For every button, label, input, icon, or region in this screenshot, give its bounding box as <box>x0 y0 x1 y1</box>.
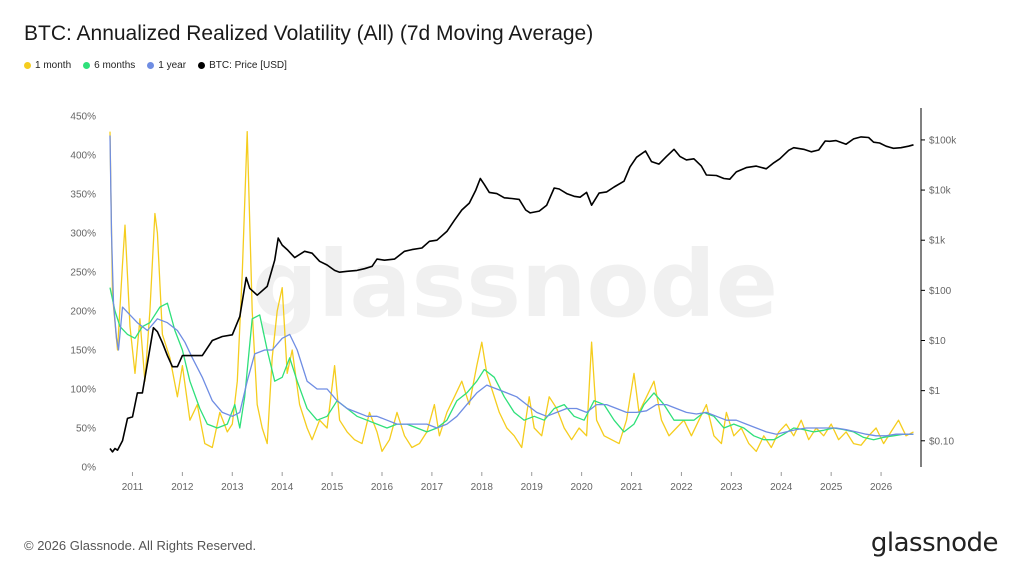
legend-dot-icon <box>198 62 206 69</box>
x-tick-label: 2011 <box>122 482 144 493</box>
y-left-tick-label: 400% <box>70 151 96 162</box>
series-line-6-months <box>109 287 914 441</box>
x-tick-label: 2021 <box>620 482 643 493</box>
legend-dot-icon <box>24 62 31 69</box>
legend: 1 month 6 months 1 year BTC: Price [USD] <box>24 60 287 71</box>
legend-item-6-months[interactable]: 6 months <box>83 60 135 71</box>
legend-dot-icon <box>147 62 155 69</box>
chart-title: BTC: Annualized Realized Volatility (All… <box>24 22 594 45</box>
series-layer <box>109 130 914 453</box>
series-line-btc-price-usd <box>109 136 914 453</box>
y-left-tick-label: 200% <box>70 307 96 318</box>
x-axis: 2011 2012 2013 2014 2015 2016 2017 2018 2019 2020… <box>122 472 893 493</box>
x-tick-label: 2019 <box>521 482 544 493</box>
y-left-tick-label: 50% <box>76 424 96 435</box>
series-line-1-year <box>109 135 914 437</box>
x-tick-label: 2020 <box>570 482 593 493</box>
y-right-tick-label: $100k <box>929 135 957 146</box>
legend-label: 1 year <box>158 60 187 71</box>
x-tick-label: 2022 <box>670 482 693 493</box>
y-left-tick-label: 300% <box>70 229 96 240</box>
x-tick-label: 2017 <box>421 482 444 493</box>
x-tick-label: 2015 <box>321 482 344 493</box>
watermark: glassnode <box>252 231 778 338</box>
y-left-tick-label: 150% <box>70 346 96 357</box>
y-axis-left: 0% 50% 100% 150% 200% 250% 300% 350% 400% 450% <box>70 112 96 474</box>
brand-logo: glassnode <box>870 528 999 558</box>
y-right-tick-label: $100 <box>929 286 952 297</box>
legend-item-1-month[interactable]: 1 month <box>24 60 71 71</box>
x-tick-label: 2023 <box>720 482 743 493</box>
y-axis-right: $0.10 $1 $10 $100 $1k $10k $100k <box>920 108 957 467</box>
legend-item-btc-price[interactable]: BTC: Price [USD] <box>198 60 287 71</box>
x-tick-label: 2013 <box>221 482 244 493</box>
y-right-tick-label: $0.10 <box>929 436 954 447</box>
y-left-tick-label: 450% <box>70 112 96 123</box>
y-right-tick-label: $10k <box>929 186 952 197</box>
x-tick-label: 2018 <box>471 482 494 493</box>
legend-label: 1 month <box>35 60 72 71</box>
y-left-tick-label: 350% <box>70 190 96 201</box>
series-line-1-month <box>109 130 914 453</box>
legend-label: 6 months <box>94 60 136 71</box>
y-left-tick-label: 100% <box>70 385 96 396</box>
x-tick-label: 2012 <box>171 482 194 493</box>
x-tick-label: 2026 <box>870 482 893 493</box>
copyright-footer: © 2026 Glassnode. All Rights Reserved. <box>24 538 257 553</box>
legend-item-1-year[interactable]: 1 year <box>147 60 186 71</box>
y-right-tick-label: $1k <box>929 236 946 247</box>
legend-label: BTC: Price [USD] <box>209 60 287 71</box>
x-tick-label: 2024 <box>770 482 793 493</box>
y-left-tick-label: 250% <box>70 268 96 279</box>
legend-dot-icon <box>83 62 91 69</box>
y-right-tick-label: $1 <box>929 386 941 397</box>
x-tick-label: 2016 <box>371 482 394 493</box>
x-tick-label: 2014 <box>271 482 294 493</box>
x-tick-label: 2025 <box>820 482 843 493</box>
y-left-tick-label: 0% <box>82 463 97 474</box>
y-right-tick-label: $10 <box>929 336 946 347</box>
